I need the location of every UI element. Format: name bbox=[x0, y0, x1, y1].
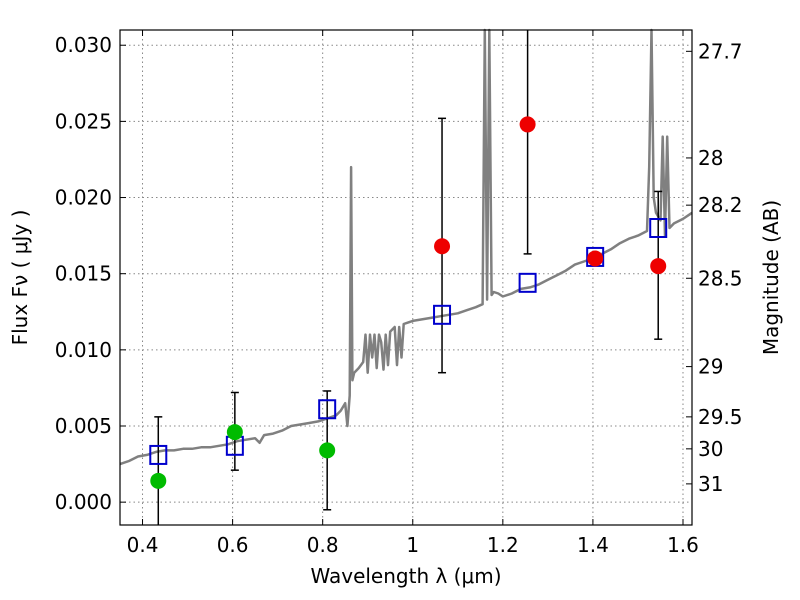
right-tick-label: 28.2 bbox=[698, 193, 743, 217]
x-tick-label: 1.2 bbox=[487, 533, 519, 557]
y-axis-right-title: Magnitude (AB) bbox=[759, 200, 783, 355]
model-square-marker bbox=[318, 399, 337, 420]
y-tick-label: 0.010 bbox=[55, 338, 112, 362]
right-tick-label: 29 bbox=[698, 355, 723, 379]
plot-frame bbox=[119, 29, 693, 526]
x-tick-label: 0.8 bbox=[307, 533, 339, 557]
model-spectrum-line bbox=[119, 28, 693, 466]
errorbar-layer bbox=[154, 30, 663, 525]
tick-layer: 0.4 0.6 0.8 1 1.2 1.4 1.6 0.000 0.005 0.010 0.015 0… bbox=[55, 30, 743, 557]
right-tick-label: 27.7 bbox=[698, 39, 743, 63]
model-square-marker bbox=[433, 304, 452, 325]
model-square-marker bbox=[518, 272, 537, 293]
model-square-marker bbox=[149, 444, 168, 465]
model-square-marker bbox=[649, 218, 668, 238]
red-point-marker bbox=[434, 238, 451, 255]
green-point-marker bbox=[226, 424, 243, 441]
x-tick-label: 1.6 bbox=[667, 533, 699, 557]
green-point-marker bbox=[150, 472, 167, 489]
red-point-marker bbox=[650, 258, 667, 275]
marker-layer bbox=[149, 116, 668, 489]
x-axis-title: Wavelength λ (μm) bbox=[310, 564, 501, 588]
grid bbox=[120, 30, 692, 525]
x-tick-label: 1.4 bbox=[577, 533, 609, 557]
y-tick-label: 0.000 bbox=[55, 490, 112, 514]
green-point-marker bbox=[319, 442, 336, 459]
x-tick-label: 0.6 bbox=[217, 533, 249, 557]
right-tick-label: 29.5 bbox=[698, 405, 743, 429]
x-tick-label: 1 bbox=[406, 533, 419, 557]
y-tick-label: 0.025 bbox=[55, 109, 112, 133]
right-tick-label: 30 bbox=[698, 437, 723, 461]
y-tick-label: 0.005 bbox=[55, 414, 112, 438]
red-point-marker bbox=[519, 116, 536, 133]
spectrum-layer bbox=[119, 28, 693, 466]
red-point-marker bbox=[587, 250, 604, 267]
x-tick-label: 0.4 bbox=[127, 533, 159, 557]
right-tick-label: 28 bbox=[698, 146, 723, 170]
right-tick-label: 31 bbox=[698, 472, 723, 496]
right-tick-label: 28.5 bbox=[698, 266, 743, 290]
y-tick-label: 0.020 bbox=[55, 186, 112, 210]
y-tick-label: 0.030 bbox=[55, 33, 112, 57]
y-axis-title: Flux Fν ( μJy ) bbox=[8, 210, 32, 346]
y-tick-label: 0.015 bbox=[55, 262, 112, 286]
